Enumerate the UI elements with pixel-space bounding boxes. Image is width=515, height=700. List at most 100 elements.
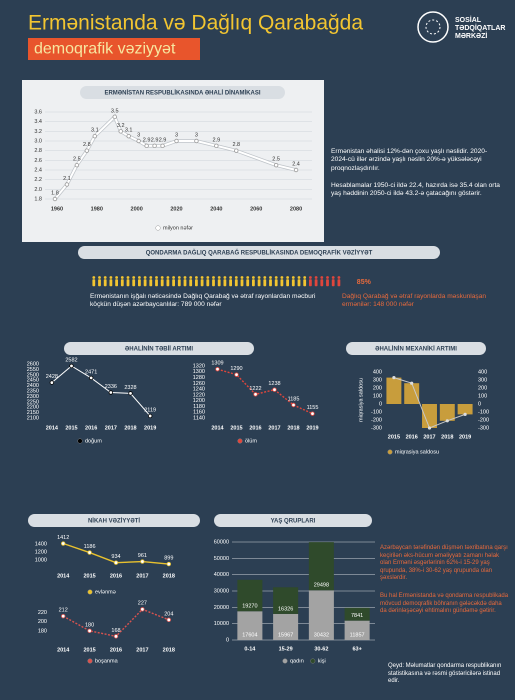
y-tick-label: 3.6 <box>34 109 42 115</box>
point <box>291 402 296 408</box>
logo-icon <box>425 19 441 35</box>
y-tick-label: 200 <box>478 385 487 391</box>
data-label: 2428 <box>46 374 58 380</box>
x-tick-label: 63+ <box>352 646 361 652</box>
person-icon <box>269 279 272 287</box>
person-icon <box>126 276 130 279</box>
point <box>74 162 80 168</box>
x-tick-label: 2014 <box>57 573 70 579</box>
y-tick-label: 180 <box>38 628 47 634</box>
person-icon <box>155 279 158 287</box>
person-icon <box>183 276 187 279</box>
point <box>64 182 70 187</box>
y-tick-label: 30000 <box>214 588 229 594</box>
data-label: 2471 <box>85 369 97 375</box>
person-icon <box>177 279 181 287</box>
person-icon <box>320 279 324 287</box>
line <box>51 365 151 417</box>
y-tick-label: 2200 <box>27 405 39 411</box>
legend-label: kişi <box>318 658 326 664</box>
point <box>166 561 171 567</box>
x-tick-label: 2014 <box>57 647 70 653</box>
note: Bu hal Ermənistanda və qondarma respubli… <box>380 593 509 615</box>
point <box>215 366 220 372</box>
bar-segment <box>344 620 370 640</box>
person-icon <box>257 276 261 279</box>
data-label: 3 <box>137 132 140 138</box>
y-axis-title: miqrasiya saldosu <box>358 378 364 422</box>
y-tick-label: 1140 <box>193 415 205 421</box>
person-icon <box>240 276 244 279</box>
point <box>88 375 94 381</box>
bar-segment <box>308 590 334 640</box>
x-tick-label: 2016 <box>110 647 122 653</box>
y-tick-label: 40000 <box>214 572 229 578</box>
logo-text: MƏRKƏZİ <box>455 32 487 40</box>
data-label: 11857 <box>350 632 365 638</box>
person-icon <box>297 276 301 279</box>
data-label: 1.8 <box>51 190 59 196</box>
title: Ermənistanda və Dağlıq Qarabağda <box>28 12 363 35</box>
person-icon <box>109 276 113 279</box>
point <box>84 148 90 153</box>
person-icon <box>217 279 221 287</box>
y-tick-label: 2250 <box>27 399 39 405</box>
x-tick-label: 2016 <box>85 425 97 431</box>
person-icon <box>212 276 215 279</box>
person-icon <box>309 276 312 279</box>
point <box>253 392 258 397</box>
point <box>128 391 133 396</box>
x-tick-label: 1960 <box>51 206 63 212</box>
point <box>174 138 179 144</box>
person-icon <box>166 276 170 279</box>
person-icon <box>143 279 147 287</box>
line <box>217 368 313 415</box>
x-tick-label: 2018 <box>124 425 136 431</box>
person-icon <box>103 279 107 287</box>
data-label: 168 <box>111 628 120 634</box>
x-tick-label: 30-62 <box>314 646 328 652</box>
point <box>144 143 149 149</box>
x-tick-label: 2017 <box>136 573 148 579</box>
data-label: 2.1 <box>63 176 71 182</box>
person-icon <box>189 279 193 287</box>
section-header <box>28 514 200 527</box>
person-icon <box>274 276 278 279</box>
data-label: 2.9 <box>143 137 151 143</box>
line <box>54 115 297 200</box>
person-icon <box>297 279 301 287</box>
x-tick-label: 2000 <box>131 206 143 212</box>
point <box>392 376 396 380</box>
person-icon <box>246 276 250 279</box>
x-tick-label: 2018 <box>163 573 175 579</box>
person-icon <box>252 279 255 287</box>
person-icon <box>109 279 113 287</box>
x-tick-label: 2018 <box>441 434 453 440</box>
x-tick-label: 2020 <box>170 206 182 212</box>
data-label: 204 <box>164 611 173 617</box>
person-icon <box>309 279 312 287</box>
data-label: 1155 <box>307 405 319 411</box>
data-label: 2119 <box>144 407 156 413</box>
y-tick-label: 2600 <box>27 361 39 367</box>
y-tick-label: 3.4 <box>34 119 42 125</box>
y-tick-label: 50000 <box>214 556 229 562</box>
pictogram-share <box>92 276 307 287</box>
person-icon <box>291 279 295 287</box>
y-tick-label: 220 <box>38 610 47 616</box>
person-icon <box>189 276 193 279</box>
note: Ermənistanın işğalı nəticəsində Dağlıq Q… <box>90 293 316 309</box>
bar-segment <box>273 587 299 614</box>
y-tick-label: 100 <box>373 393 382 399</box>
legend-marker <box>87 589 93 595</box>
x-tick-label: 2060 <box>250 206 262 212</box>
section-title: QONDARMA DAĞLIQ QARABAĞ RESPUBLİKASINDA … <box>146 249 373 257</box>
person-icon <box>280 279 284 287</box>
y-tick-label: 100 <box>478 393 487 399</box>
person-icon <box>120 276 124 279</box>
y-tick-label: 1260 <box>193 381 205 387</box>
data-label: 3.1 <box>125 128 133 134</box>
section-header <box>346 342 486 355</box>
y-tick-label: 1160 <box>193 410 205 416</box>
